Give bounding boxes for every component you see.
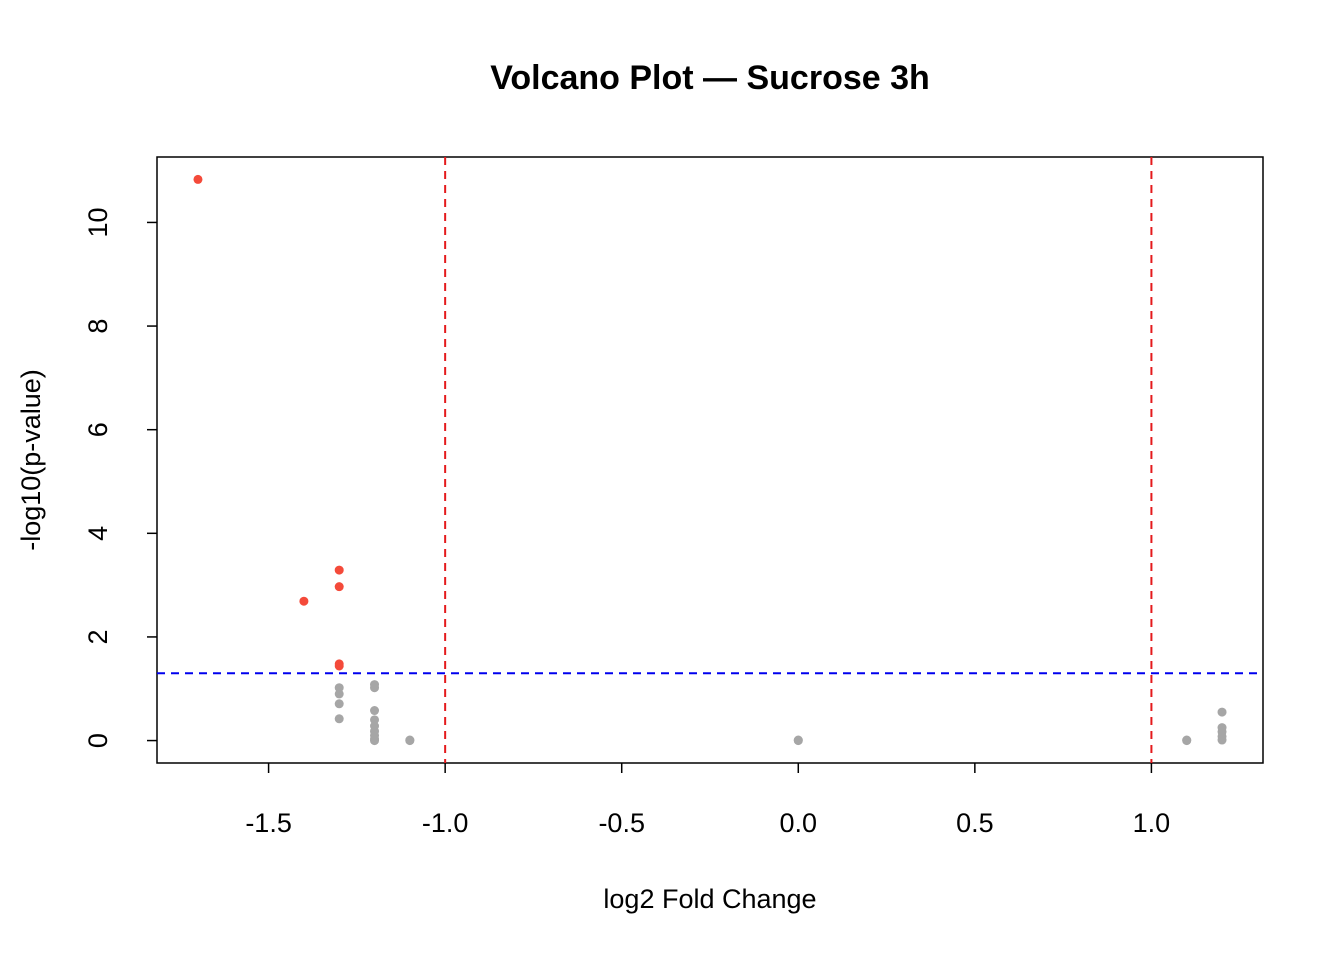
y-tick-label: 2 [83, 629, 113, 644]
chart-title: Volcano Plot — Sucrose 3h [490, 59, 930, 97]
point [793, 735, 803, 745]
point [334, 582, 344, 592]
point [299, 596, 309, 606]
y-tick-label: 6 [83, 422, 113, 437]
x-tick-label: -1.5 [245, 808, 292, 838]
x-tick-label: 1.0 [1133, 808, 1171, 838]
point [370, 683, 380, 693]
point [370, 736, 380, 746]
y-tick-label: 10 [83, 207, 113, 237]
x-tick-label: 0.5 [956, 808, 994, 838]
x-tick-label: 0.0 [780, 808, 818, 838]
point [1217, 735, 1227, 745]
x-axis-label: log2 Fold Change [603, 884, 816, 914]
point [405, 735, 415, 745]
point [370, 715, 380, 725]
y-tick-label: 8 [83, 319, 113, 334]
y-axis-label: -log10(p-value) [16, 369, 46, 551]
y-tick-label: 0 [83, 733, 113, 748]
point [334, 714, 344, 724]
point [334, 683, 344, 693]
point [193, 174, 203, 184]
point [334, 565, 344, 575]
plot-frame [156, 156, 1264, 764]
point [370, 706, 380, 716]
y-tick-label: 4 [83, 526, 113, 541]
point [1182, 735, 1192, 745]
x-tick-label: -0.5 [598, 808, 645, 838]
point [1217, 707, 1227, 717]
x-tick-label: -1.0 [422, 808, 469, 838]
point [334, 661, 344, 671]
point [334, 699, 344, 709]
point [334, 689, 344, 699]
